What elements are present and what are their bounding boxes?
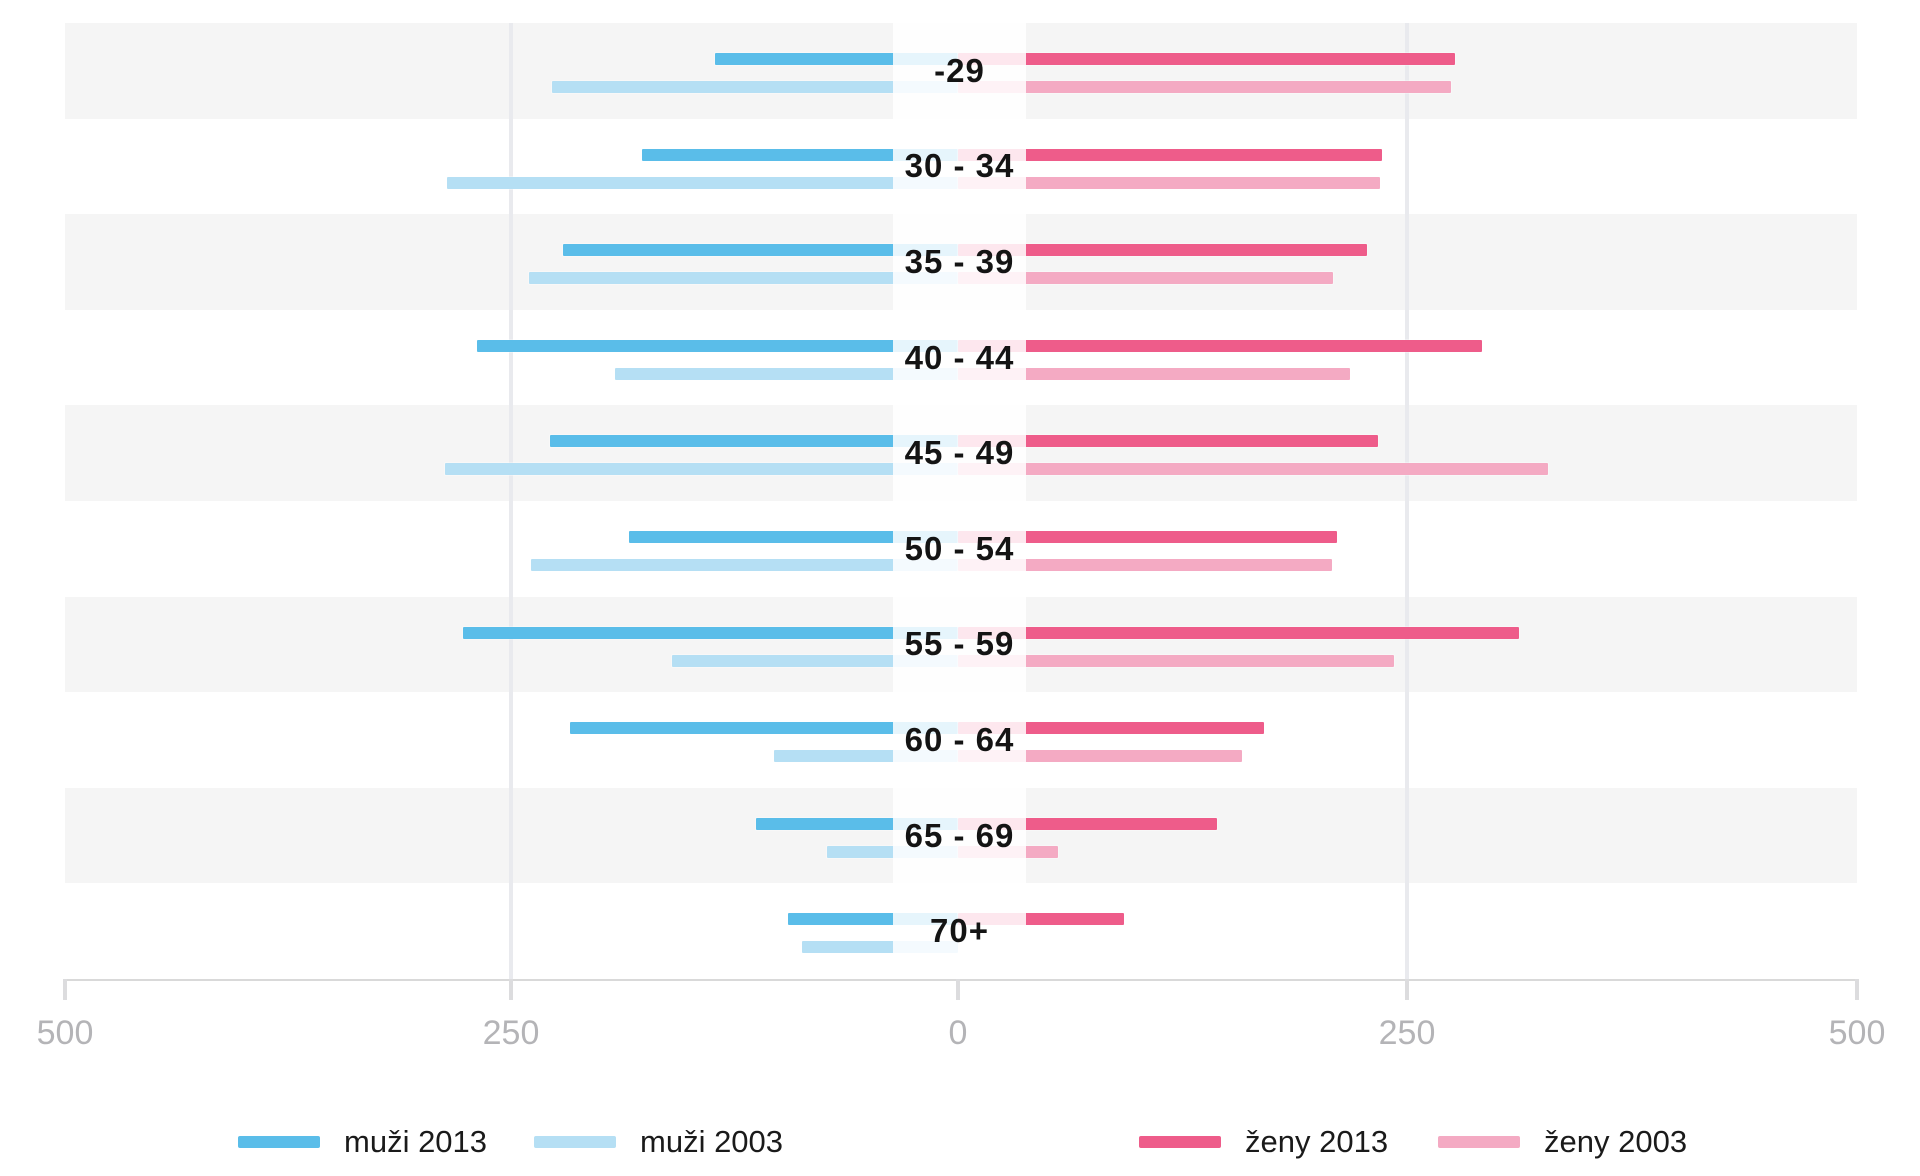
bar-zeny-2013--29 <box>958 53 1456 65</box>
gridline-250-left <box>509 23 513 979</box>
bar-muzi-2013-45---49 <box>550 435 958 448</box>
bar-zeny-2003-30---34 <box>958 176 1380 189</box>
bar-muzi-2003-55---59 <box>671 654 958 667</box>
bar-zeny-2003-35---39 <box>958 272 1334 285</box>
category-label-box: 35 - 39 <box>893 214 1026 310</box>
bar-muzi-2013-30---34 <box>641 148 958 161</box>
category-label-box: 40 - 44 <box>893 309 1026 406</box>
plot-area: -29 30 - 34 35 - 39 40 - 44 45 - 49 50 - 54 55… <box>65 23 1857 979</box>
bar-muzi-2013-55---59 <box>462 626 958 639</box>
category-label-30---34: 30 - 34 <box>904 147 1015 185</box>
bar-muzi-2003--29 <box>552 81 958 93</box>
category-label-box: 55 - 59 <box>893 596 1026 693</box>
category-label-35---39: 35 - 39 <box>904 242 1015 280</box>
bar-muzi-2013-50---54 <box>629 531 958 543</box>
category-label-box: 60 - 64 <box>893 692 1026 788</box>
legend-label: muži 2013 <box>344 1124 488 1159</box>
bar-zeny-2013-40---44 <box>958 339 1482 352</box>
axis-tick <box>1405 979 1409 1000</box>
bar-zeny-2013-35---39 <box>958 244 1368 257</box>
axis-tick <box>1855 979 1859 1000</box>
axis-tick-label: 0 <box>948 1014 968 1052</box>
category-label-60---64: 60 - 64 <box>904 720 1015 758</box>
category-label-box: 45 - 49 <box>893 405 1026 501</box>
category-label-45---49: 45 - 49 <box>904 434 1015 472</box>
legend-item-zeny-2013: ženy 2013 <box>1139 1122 1388 1162</box>
axis-tick <box>63 979 67 1000</box>
x-axis-line <box>65 979 1857 981</box>
category-label-box: 65 - 69 <box>893 787 1026 884</box>
bar-muzi-2013-40---44 <box>477 339 958 352</box>
bar-zeny-2003-60---64 <box>958 750 1243 763</box>
bar-muzi-2003-40---44 <box>614 367 958 380</box>
legend-item-muzi-2013: muži 2013 <box>238 1122 487 1162</box>
bar-zeny-2013-50---54 <box>958 531 1338 543</box>
category-label-55---59: 55 - 59 <box>904 625 1015 663</box>
axis-tick-label: 500 <box>36 1014 94 1052</box>
category-label--29: -29 <box>934 51 985 89</box>
bar-zeny-2003-40---44 <box>958 367 1350 380</box>
bar-zeny-2013-30---34 <box>958 148 1382 161</box>
category-label-box: 50 - 54 <box>893 501 1026 597</box>
bar-zeny-2003-45---49 <box>958 463 1549 476</box>
gridline-250-right <box>1405 23 1409 979</box>
bar-muzi-2013-35---39 <box>562 244 958 257</box>
bar-zeny-2003-50---54 <box>958 559 1332 571</box>
bar-zeny-2013-55---59 <box>958 626 1520 639</box>
category-label-40---44: 40 - 44 <box>904 338 1015 376</box>
category-label-box: 30 - 34 <box>893 118 1026 215</box>
legend-swatch <box>1139 1136 1221 1148</box>
axis-tick-label: 500 <box>1828 1014 1886 1052</box>
legend-label: ženy 2013 <box>1245 1124 1389 1159</box>
category-label-65---69: 65 - 69 <box>904 816 1015 854</box>
legend-label: muži 2003 <box>640 1124 784 1159</box>
axis-tick-label: 250 <box>1378 1014 1436 1052</box>
axis-tick <box>956 979 960 1000</box>
bar-zeny-2003-55---59 <box>958 654 1395 667</box>
bar-muzi-2003-35---39 <box>528 272 958 285</box>
bar-muzi-2013-60---64 <box>570 722 958 735</box>
legend-label: ženy 2003 <box>1544 1124 1688 1159</box>
bar-zeny-2013-45---49 <box>958 435 1379 448</box>
category-label-50---54: 50 - 54 <box>904 529 1015 567</box>
category-label-box: -29 <box>893 23 1026 119</box>
legend-swatch <box>534 1136 616 1148</box>
legend-item-zeny-2003: ženy 2003 <box>1438 1122 1687 1162</box>
bar-muzi-2003-45---49 <box>444 463 958 476</box>
bar-zeny-2003--29 <box>958 81 1452 93</box>
legend-swatch <box>238 1136 320 1148</box>
axis-tick-label: 250 <box>482 1014 540 1052</box>
legend-item-muzi-2003: muži 2003 <box>534 1122 783 1162</box>
legend-swatch <box>1438 1136 1520 1148</box>
axis-tick <box>509 979 513 1000</box>
bar-muzi-2003-50---54 <box>530 559 958 571</box>
category-label-70+: 70+ <box>930 912 989 950</box>
category-label-box: 70+ <box>893 883 1026 979</box>
bar-muzi-2003-30---34 <box>446 176 958 189</box>
bar-zeny-2013-60---64 <box>958 722 1264 735</box>
